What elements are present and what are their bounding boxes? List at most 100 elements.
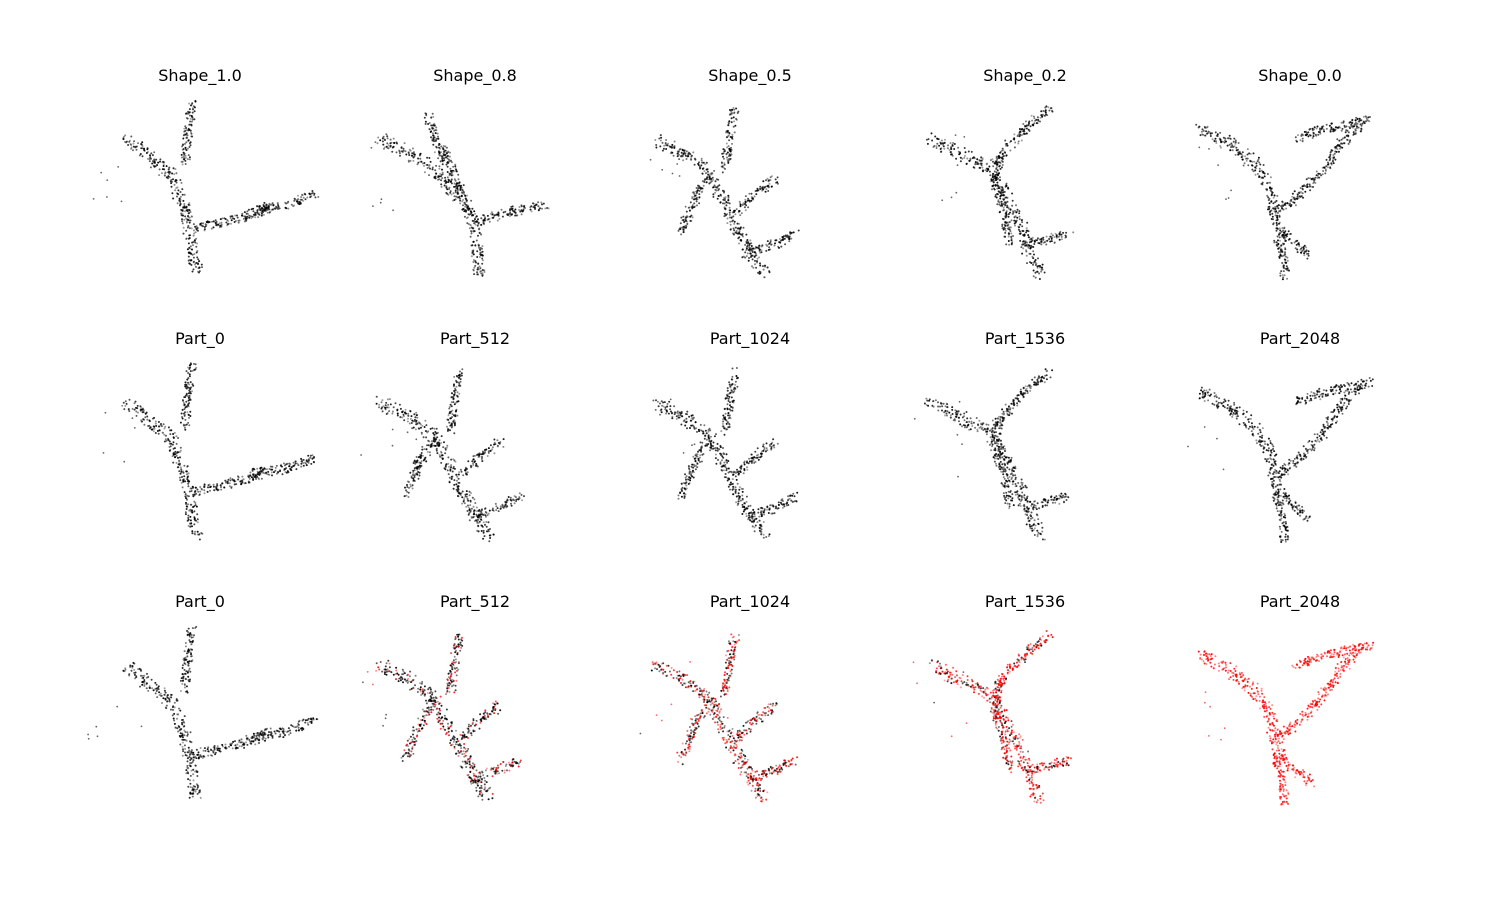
panel-r1-c4-point <box>996 169 999 172</box>
panel-r1-c5-point <box>1206 132 1208 135</box>
panel-r1-c3-point <box>760 251 763 254</box>
panel-r1-c4-point <box>1019 134 1022 137</box>
panel-r1-c2-point <box>482 219 485 222</box>
panel-r1-c1-point <box>193 232 196 235</box>
panel-r2-c1-point <box>183 426 186 429</box>
panel-r2-c2-point <box>459 380 462 383</box>
panel-r1-c4-point <box>1005 184 1008 187</box>
panel-r1-c4-point <box>1024 241 1027 244</box>
panel-r1-c5-point <box>1220 140 1223 143</box>
panel-r1-c5-outlier-point <box>1198 146 1201 149</box>
panel-r1-c1-point <box>238 219 241 222</box>
panel-r1-c2-point <box>419 153 422 156</box>
panel-r1-c4-point <box>1032 246 1035 248</box>
panel-r2-c3-point <box>729 470 731 473</box>
panel-r1-c3-point <box>727 145 730 148</box>
panel-r2-c2-point <box>459 370 461 373</box>
panel-r1-c1-point <box>187 212 190 215</box>
panel-r1-c3-point <box>724 197 727 200</box>
panel-r2-c2-point <box>467 460 470 463</box>
panel-r1-c4-point <box>1064 234 1067 237</box>
panel-r1-c4-point <box>997 177 1000 180</box>
panel-r1-c4-point <box>959 160 962 163</box>
panel-r1-c2-point <box>439 175 442 178</box>
panel-r1-c3-point <box>728 216 731 219</box>
panel-r2-c1-point <box>188 490 191 493</box>
panel-r1-c2-point <box>435 137 438 140</box>
panel-r1-c1-point <box>183 158 186 161</box>
panel-r1-c2-point <box>464 194 467 197</box>
panel-r1-c1-point <box>257 212 260 215</box>
panel-r1-c1-point <box>194 241 197 244</box>
panel-r2-c2-point <box>455 401 457 404</box>
panel-r2-c2-point <box>480 518 482 521</box>
panel-r1-c4-point <box>1010 232 1013 235</box>
panel-r2-c2-point <box>472 455 475 458</box>
panel-r1-c1-point <box>197 258 200 261</box>
panel-r1-c3-point <box>728 206 731 209</box>
panel-r1-c3-point <box>690 158 693 161</box>
panel-r1-c5-point <box>1269 187 1272 190</box>
panel-r1-c3-point <box>730 117 733 120</box>
panel-r1-c3-point <box>748 192 751 195</box>
panel-r2-c3-point <box>689 470 692 473</box>
panel-r2-c3-point <box>730 390 733 392</box>
panel-r2-c2-point <box>454 460 457 463</box>
panel-r1-c3-point <box>750 245 753 247</box>
panel-r1-c5-point <box>1276 211 1279 214</box>
panel-r1-c4-point <box>969 158 972 161</box>
panel-r2-c3-point <box>734 492 737 494</box>
panel-r1-c3-point <box>703 181 706 183</box>
panel-r2-c3-point <box>692 455 695 458</box>
panel-r1-c2-point <box>472 268 475 271</box>
panel-r1-c3: Shape_0.5 <box>625 66 875 296</box>
panel-r1-c4-point <box>1016 216 1019 219</box>
panel-r2-c2-point <box>448 421 451 424</box>
panel-r1-c2-point <box>385 145 388 148</box>
panel-r1-c5-point <box>1282 276 1285 279</box>
panel-r1-c4-point <box>1021 252 1024 255</box>
panel-r2-c2-point <box>457 477 460 480</box>
panel-r1-c2-point <box>541 207 543 210</box>
panel-r2-c1-point <box>187 381 189 384</box>
panel-r1-c2-point <box>431 138 434 140</box>
panel-r2-c3-point <box>712 441 715 444</box>
panel-r1-c5-point <box>1272 207 1275 210</box>
panel-r1-c1-point <box>195 225 198 228</box>
panel-r2-c2-point <box>491 507 494 510</box>
panel-r1-c1-point <box>189 259 192 262</box>
panel-r1-c5-point <box>1278 227 1281 230</box>
panel-r2-c2-point <box>452 487 455 490</box>
panel-r1-c5-point <box>1306 257 1309 260</box>
panel-r2-c2-point <box>389 403 392 406</box>
panel-r1-c3-point <box>747 259 750 262</box>
panel-r2-c1-point <box>186 478 189 481</box>
panel-r2-c3-point <box>742 488 744 490</box>
panel-r1-c2-point <box>500 208 503 211</box>
panel-r1-c3-point <box>671 146 673 149</box>
panel-r1-c3-point <box>692 191 695 194</box>
panel-r1-c4-point <box>1050 232 1053 235</box>
panel-r2-c2-point <box>429 454 432 457</box>
panel-r1-c4-point <box>1032 275 1035 278</box>
panel-r2-c2-point <box>491 448 494 451</box>
panel-r1-c1-point <box>182 199 185 202</box>
panel-r1-c2-point <box>424 123 427 125</box>
panel-r2-c1-point <box>280 463 283 466</box>
panel-r1-c1-point <box>297 202 300 205</box>
panel-r1-c4-point <box>1033 243 1036 245</box>
panel-r2-c1-point <box>165 434 167 437</box>
panel-r2-c2-point <box>491 446 494 449</box>
panel-r2-c1-point <box>177 437 180 439</box>
panel-r1-c5-point <box>1367 116 1370 119</box>
panel-r1-c2-point <box>429 160 432 163</box>
panel-r2-c1-point <box>253 468 256 471</box>
panel-r1-c5-point <box>1285 261 1288 264</box>
panel-r1-c4-point <box>978 159 981 162</box>
panel-r1-c3-point <box>766 240 769 243</box>
panel-r1-c5-point <box>1355 124 1358 127</box>
panel-r1-c2-point <box>478 228 480 231</box>
panel-r1-c3-point <box>756 257 759 260</box>
panel-r2-c3-point <box>719 462 722 465</box>
panel-r1-c1-point <box>306 196 309 199</box>
